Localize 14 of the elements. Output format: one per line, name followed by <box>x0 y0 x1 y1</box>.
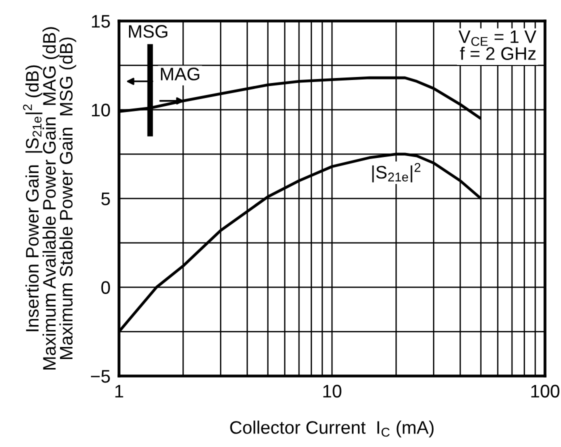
y-tick-label: 0 <box>101 281 110 294</box>
y-axis-title: Insertion Power Gain |S$_{21e}$|$^{2}$ (dB) Maximum Available Power Gain MAG (dB) Maximum Stable Power Gain MSG (dB) <box>23 27 76 370</box>
annotation: MAG <box>160 68 200 80</box>
annotation: V$_{CE}$ = 1 V f = 2 GHz <box>458 30 536 60</box>
x-axis-title: Collector Current I$_{C}$ (mA) <box>230 420 434 438</box>
x-tick-label: 10 <box>323 384 342 398</box>
y-tick-label: 5 <box>101 192 110 206</box>
y-tick-label: 10 <box>92 104 110 116</box>
y-tick-label: −5 <box>90 370 110 383</box>
x-tick-label: 100 <box>531 384 560 398</box>
annotation: MSG <box>129 25 168 38</box>
series-label: |S$_{21e}$|$^{2}$ <box>372 163 420 182</box>
y-tick-label: 15 <box>92 15 110 28</box>
x-tick-label: 1 <box>115 384 124 398</box>
